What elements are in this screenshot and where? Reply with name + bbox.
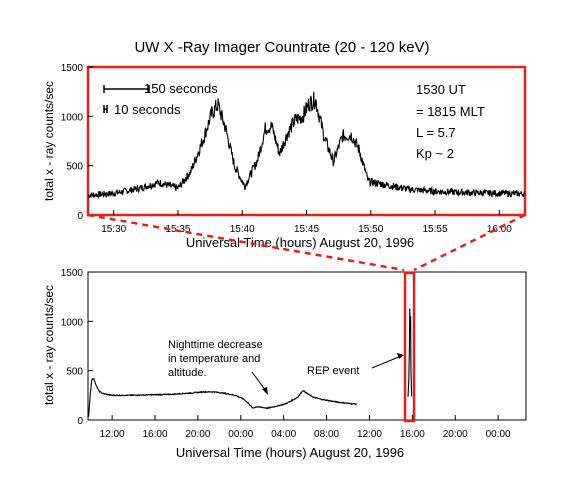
rep-highlight-box — [403, 271, 416, 423]
annotation-l: L = 5.7 — [416, 125, 456, 140]
zoom-connector-right — [413, 213, 526, 272]
bottom-panel: 0 500 1000 1500 12:00 16:00 20:00 00:00 04:00 08… — [42, 213, 527, 460]
bottom-x-tick-label: 00:00 — [228, 429, 253, 440]
zoom-connector-left — [87, 213, 405, 272]
annotation-nighttime-3: altitude. — [168, 367, 207, 379]
bottom-x-ticks: 12:00 16:00 20:00 00:00 04:00 08:00 12:00 16:00… — [100, 415, 511, 440]
scale-bar-150s-label: 150 seconds — [144, 81, 218, 96]
top-y-tick-label: 1500 — [61, 63, 84, 74]
top-x-tick-label: 15:50 — [358, 224, 383, 235]
nighttime-arrowhead — [262, 387, 268, 395]
top-x-tick-label: 16:00 — [487, 224, 512, 235]
rep-arrowhead — [397, 353, 404, 359]
bottom-y-tick-label: 1000 — [61, 317, 84, 328]
nighttime-arrow — [251, 371, 267, 392]
bottom-y-ticks: 0 500 1000 1500 — [61, 268, 93, 427]
top-x-tick-label: 15:30 — [101, 224, 126, 235]
scale-bar-10s-label: 10 seconds — [114, 102, 181, 117]
bottom-y-axis-label: total x - ray counts/sec — [42, 285, 56, 405]
figure-title: UW X -Ray Imager Countrate (20 - 120 keV… — [134, 39, 429, 56]
rep-event-spike — [407, 308, 413, 397]
bottom-x-tick-label: 16:00 — [142, 429, 167, 440]
bottom-plot-frame — [87, 271, 527, 421]
rep-arrow — [371, 355, 402, 369]
bottom-x-tick-label: 16:00 — [400, 429, 425, 440]
top-countrate-line — [87, 91, 526, 200]
annotation-rep: REP event — [307, 365, 359, 377]
annotation-nighttime-1: Nighttime decrease — [168, 339, 263, 351]
bottom-y-tick-label: 0 — [77, 416, 83, 427]
bottom-x-tick-label: 12:00 — [357, 429, 382, 440]
top-x-axis-label: Universal Time (hours) August 20, 1996 — [186, 235, 414, 250]
top-y-tick-label: 500 — [66, 162, 83, 173]
annotation-nighttime-2: in temperature and — [168, 353, 260, 365]
bottom-y-tick-label: 1500 — [61, 268, 84, 279]
annotation-ut: 1530 UT — [416, 82, 466, 97]
bottom-x-tick-label: 00:00 — [486, 429, 511, 440]
top-y-tick-label: 1000 — [61, 112, 84, 123]
top-y-tick-label: 0 — [77, 211, 83, 222]
top-y-axis-label: total x - ray counts/sec — [42, 81, 56, 201]
top-x-tick-label: 15:40 — [230, 224, 255, 235]
bottom-countrate-line — [87, 377, 358, 417]
bottom-x-tick-label: 12:00 — [100, 429, 125, 440]
annotation-kp: Kp ~ 2 — [416, 146, 454, 161]
top-x-tick-label: 15:45 — [294, 224, 319, 235]
bottom-y-tick-label: 500 — [66, 367, 83, 378]
bottom-x-tick-label: 20:00 — [443, 429, 468, 440]
annotation-mlt: = 1815 MLT — [416, 104, 485, 119]
bottom-x-tick-label: 20:00 — [185, 429, 210, 440]
top-x-tick-label: 15:55 — [423, 224, 448, 235]
bottom-x-tick-label: 08:00 — [314, 429, 339, 440]
bottom-x-axis-label: Universal Time (hours) August 20, 1996 — [176, 445, 404, 460]
bottom-x-tick-label: 04:00 — [271, 429, 296, 440]
